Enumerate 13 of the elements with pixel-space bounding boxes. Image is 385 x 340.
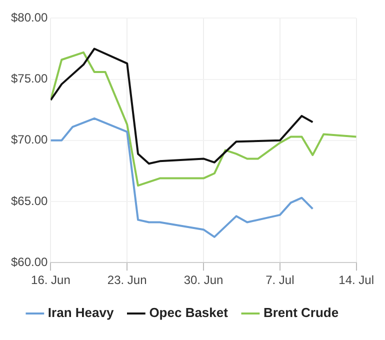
x-tick-label: 16. Jun (31, 273, 70, 288)
x-tick-label: 23. Jun (107, 273, 147, 288)
y-tick-label: $60.00 (11, 254, 48, 269)
y-tick-label: $70.00 (11, 132, 48, 147)
legend-label: Iran Heavy (48, 305, 114, 320)
y-tick-label: $80.00 (11, 10, 48, 25)
x-tick-label: 30. Jun (184, 273, 224, 288)
legend-label: Brent Crude (263, 305, 339, 320)
legend-label: Opec Basket (149, 305, 229, 320)
x-tick-label: 14. Jul (338, 273, 374, 288)
y-tick-label: $65.00 (11, 194, 48, 208)
x-tick-label: 7. Jul (266, 273, 294, 288)
y-tick-label: $75.00 (11, 72, 48, 86)
